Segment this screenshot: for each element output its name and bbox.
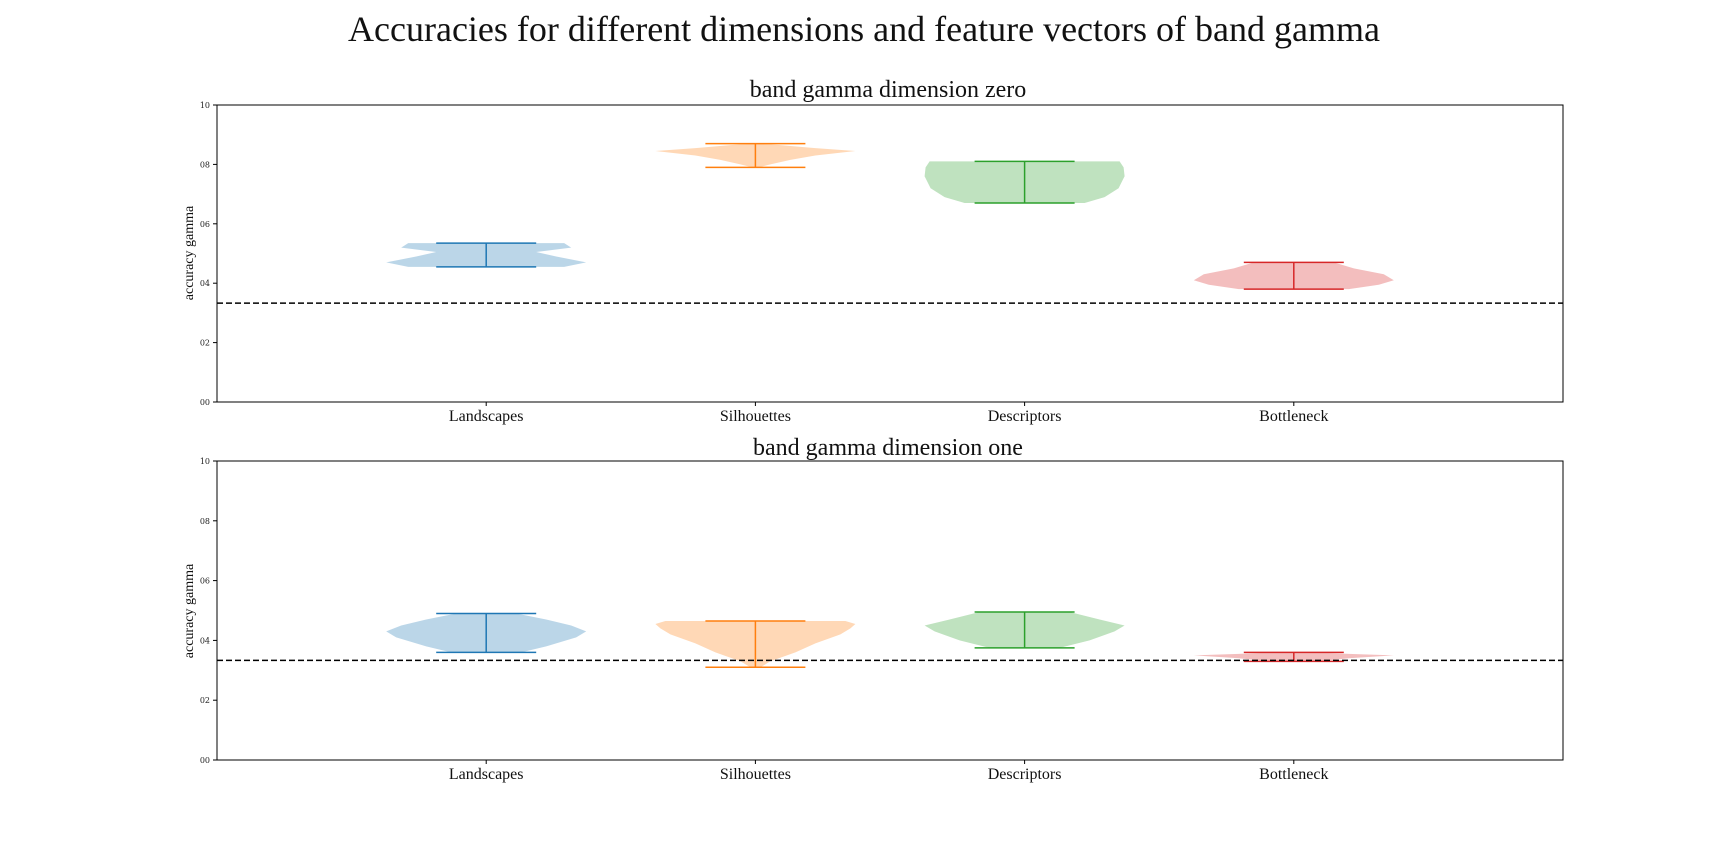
y-tick-label: 04 (200, 636, 210, 645)
y-axis-ticks: 00 02 04 06 08 10 (200, 101, 217, 407)
y-axis-label: accuracy gamma (182, 563, 197, 658)
y-tick-label: 06 (200, 577, 210, 586)
y-tick-label: 10 (200, 101, 210, 110)
violin-group (386, 142, 1394, 290)
y-tick-label: 08 (200, 517, 210, 526)
x-tick-label: Bottleneck (1259, 408, 1328, 425)
x-tick-label: Bottleneck (1259, 766, 1328, 783)
y-tick-label: 08 (200, 160, 210, 169)
violin-group (386, 611, 1394, 669)
x-tick-label: Silhouettes (720, 766, 791, 783)
x-tick-label: Silhouettes (720, 408, 791, 425)
y-tick-label: 02 (200, 339, 210, 348)
panel-title: band gamma dimension zero (750, 77, 1027, 103)
panel-dimension-zero: band gamma dimension zero accuracy gamma… (182, 77, 1564, 425)
y-axis-ticks: 00 02 04 06 08 10 (200, 457, 217, 765)
x-tick-label: Landscapes (449, 766, 524, 783)
figure-title: Accuracies for different dimensions and … (348, 9, 1380, 49)
y-tick-label: 10 (200, 457, 210, 466)
y-tick-label: 04 (200, 279, 210, 288)
panel-dimension-one: band gamma dimension one accuracy gamma … (182, 435, 1564, 783)
y-tick-label: 06 (200, 220, 210, 229)
y-tick-label: 02 (200, 696, 210, 705)
x-tick-label: Descriptors (988, 408, 1062, 425)
y-tick-label: 00 (200, 756, 210, 765)
x-tick-label: Landscapes (449, 408, 524, 425)
panel-title: band gamma dimension one (753, 435, 1023, 461)
x-axis-ticks: Landscapes Silhouettes Descriptors Bottlene… (449, 760, 1328, 783)
axes-frame (216, 104, 1564, 403)
x-axis-ticks: Landscapes Silhouettes Descriptors Bottlene… (449, 402, 1328, 425)
y-axis-label: accuracy gamma (182, 205, 197, 300)
x-tick-label: Descriptors (988, 766, 1062, 783)
axes-frame (216, 460, 1564, 761)
y-tick-label: 00 (200, 398, 210, 407)
